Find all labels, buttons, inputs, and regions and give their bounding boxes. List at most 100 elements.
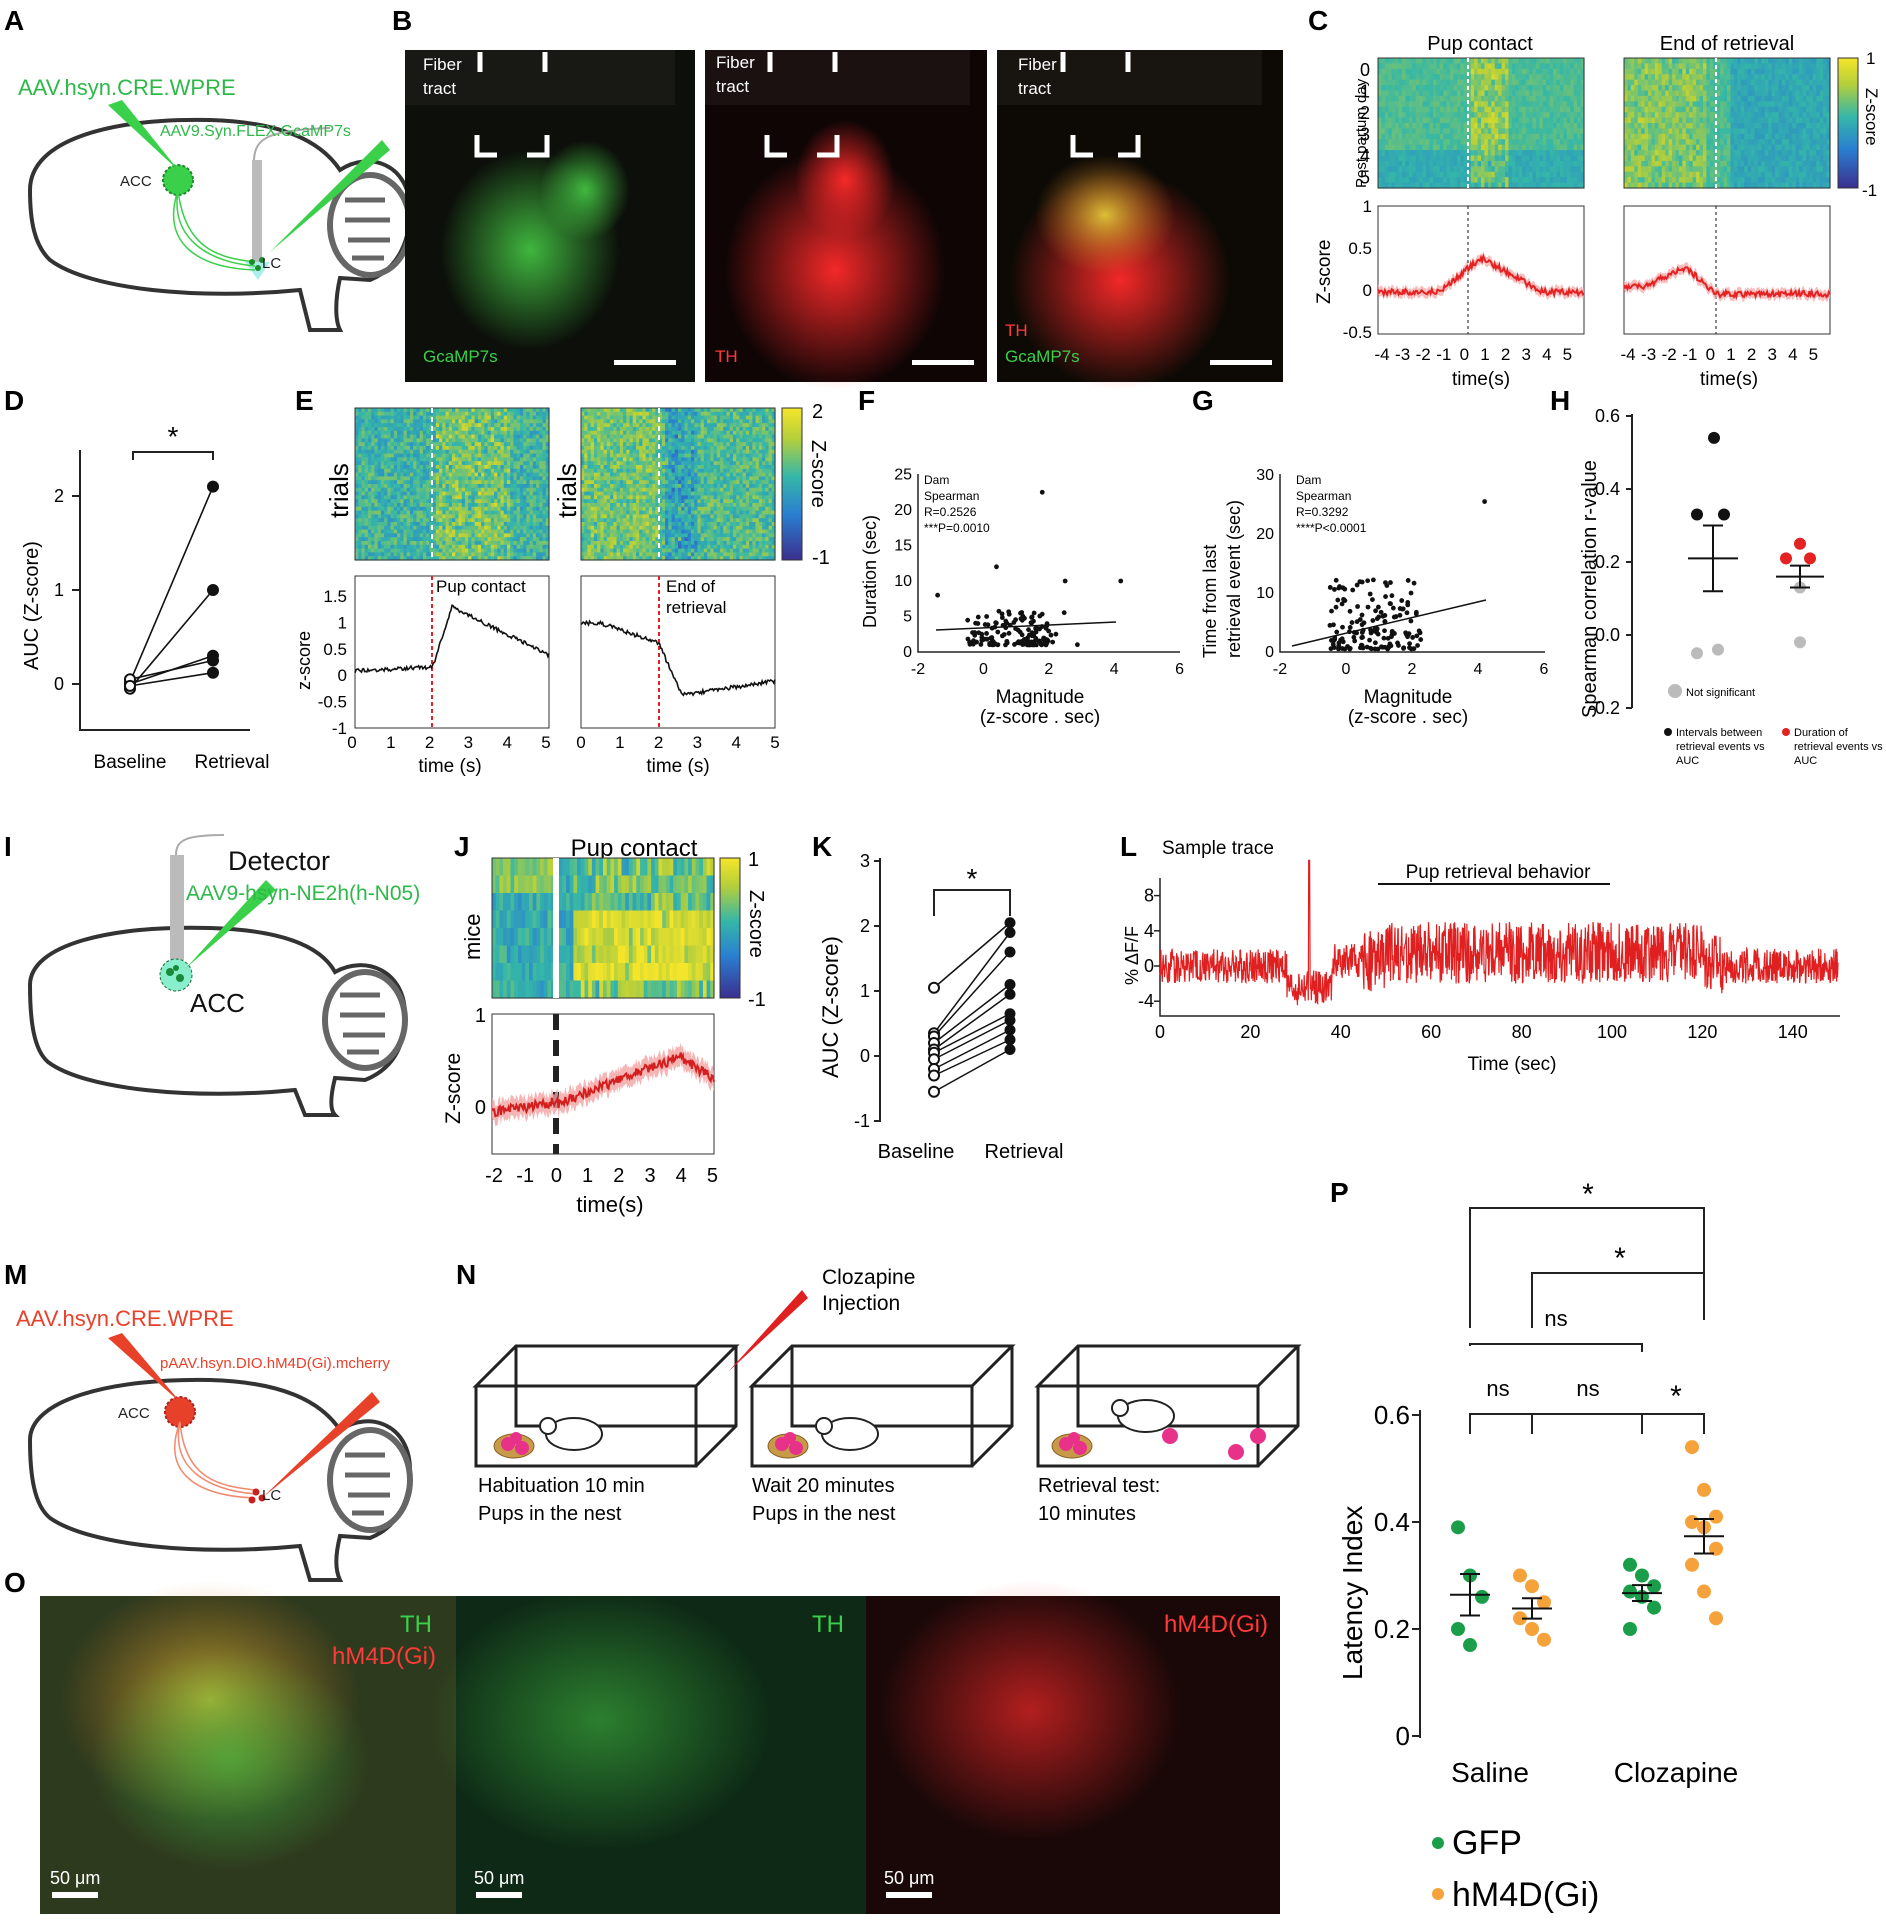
heatmap-cell bbox=[1641, 144, 1646, 151]
heatmap-cell bbox=[1467, 63, 1472, 70]
heatmap-cell bbox=[1699, 160, 1704, 167]
heatmap-cell bbox=[1559, 128, 1564, 135]
heatmap-cell bbox=[1395, 106, 1400, 113]
heatmap-cell bbox=[1456, 166, 1461, 173]
heatmap-cell bbox=[439, 495, 443, 500]
heatmap-cell bbox=[426, 503, 430, 508]
heatmap-cell bbox=[1518, 177, 1523, 184]
heatmap-cell bbox=[1570, 150, 1575, 157]
heatmap-cell bbox=[371, 442, 375, 447]
heatmap-cell bbox=[452, 461, 456, 466]
heatmap-cell bbox=[419, 411, 424, 417]
heatmap-cell bbox=[1709, 63, 1714, 70]
heatmap-cell bbox=[1723, 58, 1728, 65]
heatmap-cell bbox=[464, 495, 469, 500]
heatmap-cell bbox=[1675, 177, 1680, 184]
heatmap-cell bbox=[1484, 128, 1489, 135]
heatmap-cell bbox=[1463, 95, 1468, 102]
heatmap-cell bbox=[1651, 90, 1656, 97]
heatmap-cell bbox=[1415, 63, 1420, 70]
heatmap-cell bbox=[403, 434, 408, 439]
heatmap-cell bbox=[1678, 63, 1683, 70]
heatmap-cell bbox=[358, 419, 363, 424]
heatmap-cell bbox=[1580, 95, 1585, 102]
heatmap-cell bbox=[1566, 106, 1571, 113]
heatmap-cell bbox=[1535, 123, 1540, 130]
heatmap-cell bbox=[464, 487, 469, 493]
heatmap-cell bbox=[1802, 166, 1807, 173]
heatmap-cell bbox=[1733, 171, 1738, 178]
heatmap-cell bbox=[1778, 68, 1783, 75]
heatmap-cell bbox=[458, 518, 463, 523]
heatmap-cell bbox=[503, 415, 508, 420]
heatmap-cell bbox=[1781, 79, 1786, 86]
heatmap-cell bbox=[1692, 166, 1697, 173]
heatmap-cell bbox=[1535, 112, 1540, 119]
heatmap-cell bbox=[1518, 128, 1523, 135]
heatmap-cell bbox=[367, 468, 372, 474]
heatmap-cell bbox=[490, 415, 495, 420]
heatmap-cell bbox=[1570, 123, 1575, 130]
heatmap-cell bbox=[1460, 182, 1465, 189]
heatmap-cell bbox=[1553, 63, 1558, 70]
heatmap-cell bbox=[536, 446, 540, 451]
heatmap-cell bbox=[1678, 133, 1683, 140]
heatmap-cell bbox=[513, 529, 518, 534]
heatmap-cell bbox=[409, 510, 414, 515]
heatmap-cell bbox=[1689, 58, 1694, 65]
c-heatmap-2 bbox=[1624, 58, 1831, 189]
heatmap-cell bbox=[1556, 74, 1561, 81]
heatmap-cell bbox=[1525, 144, 1530, 151]
heatmap-cell bbox=[516, 487, 521, 493]
c-xtick: 1 bbox=[1726, 345, 1735, 364]
heatmap-cell bbox=[1577, 171, 1582, 178]
heatmap-cell bbox=[539, 461, 544, 466]
channel-label-gcamp: GcaMP7s bbox=[423, 347, 498, 366]
heatmap-cell bbox=[390, 434, 395, 439]
heatmap-cell bbox=[374, 510, 379, 515]
heatmap-cell bbox=[1778, 171, 1783, 178]
heatmap-cell bbox=[432, 506, 437, 512]
heatmap-cell bbox=[1702, 79, 1707, 86]
heatmap-cell bbox=[503, 434, 508, 439]
heatmap-cell bbox=[519, 506, 524, 512]
heatmap-cell bbox=[1658, 128, 1663, 135]
heatmap-cell bbox=[1566, 133, 1571, 140]
heatmap-cell bbox=[1802, 117, 1807, 124]
heatmap-cell bbox=[532, 442, 537, 447]
heatmap-cell bbox=[1634, 85, 1639, 92]
heatmap-cell bbox=[484, 427, 489, 432]
heatmap-cell bbox=[1785, 117, 1790, 124]
heatmap-cell bbox=[1508, 90, 1513, 97]
heatmap-cell bbox=[400, 427, 405, 432]
heatmap-cell bbox=[1566, 160, 1571, 167]
heatmap-cell bbox=[1723, 128, 1728, 135]
heatmap-cell bbox=[468, 514, 472, 519]
heatmap-cell bbox=[484, 430, 489, 436]
heatmap-cell bbox=[461, 438, 466, 443]
heatmap-cell bbox=[506, 430, 511, 436]
heatmap-cell bbox=[503, 514, 508, 519]
heatmap-cell bbox=[1470, 112, 1475, 119]
heatmap-cell bbox=[1549, 171, 1554, 178]
heatmap-cell bbox=[1532, 112, 1537, 119]
heatmap-cell bbox=[1716, 144, 1721, 151]
heatmap-cell bbox=[1661, 74, 1666, 81]
heatmap-cell bbox=[1446, 177, 1451, 184]
heatmap-cell bbox=[545, 411, 550, 417]
heatmap-cell bbox=[1563, 123, 1568, 130]
heatmap-cell bbox=[1706, 160, 1711, 167]
heatmap-cell bbox=[1747, 182, 1752, 189]
heatmap-cell bbox=[1819, 133, 1824, 140]
heatmap-cell bbox=[1802, 155, 1807, 162]
heatmap-cell bbox=[1577, 155, 1582, 162]
heatmap-cell bbox=[1511, 133, 1516, 140]
heatmap-cell bbox=[442, 499, 447, 504]
heatmap-cell bbox=[545, 529, 550, 534]
heatmap-cell bbox=[1795, 144, 1800, 151]
heatmap-cell bbox=[439, 427, 443, 432]
heatmap-cell bbox=[390, 465, 395, 470]
heatmap-cell bbox=[384, 499, 388, 504]
heatmap-cell bbox=[526, 468, 531, 474]
heatmap-cell bbox=[432, 503, 437, 508]
